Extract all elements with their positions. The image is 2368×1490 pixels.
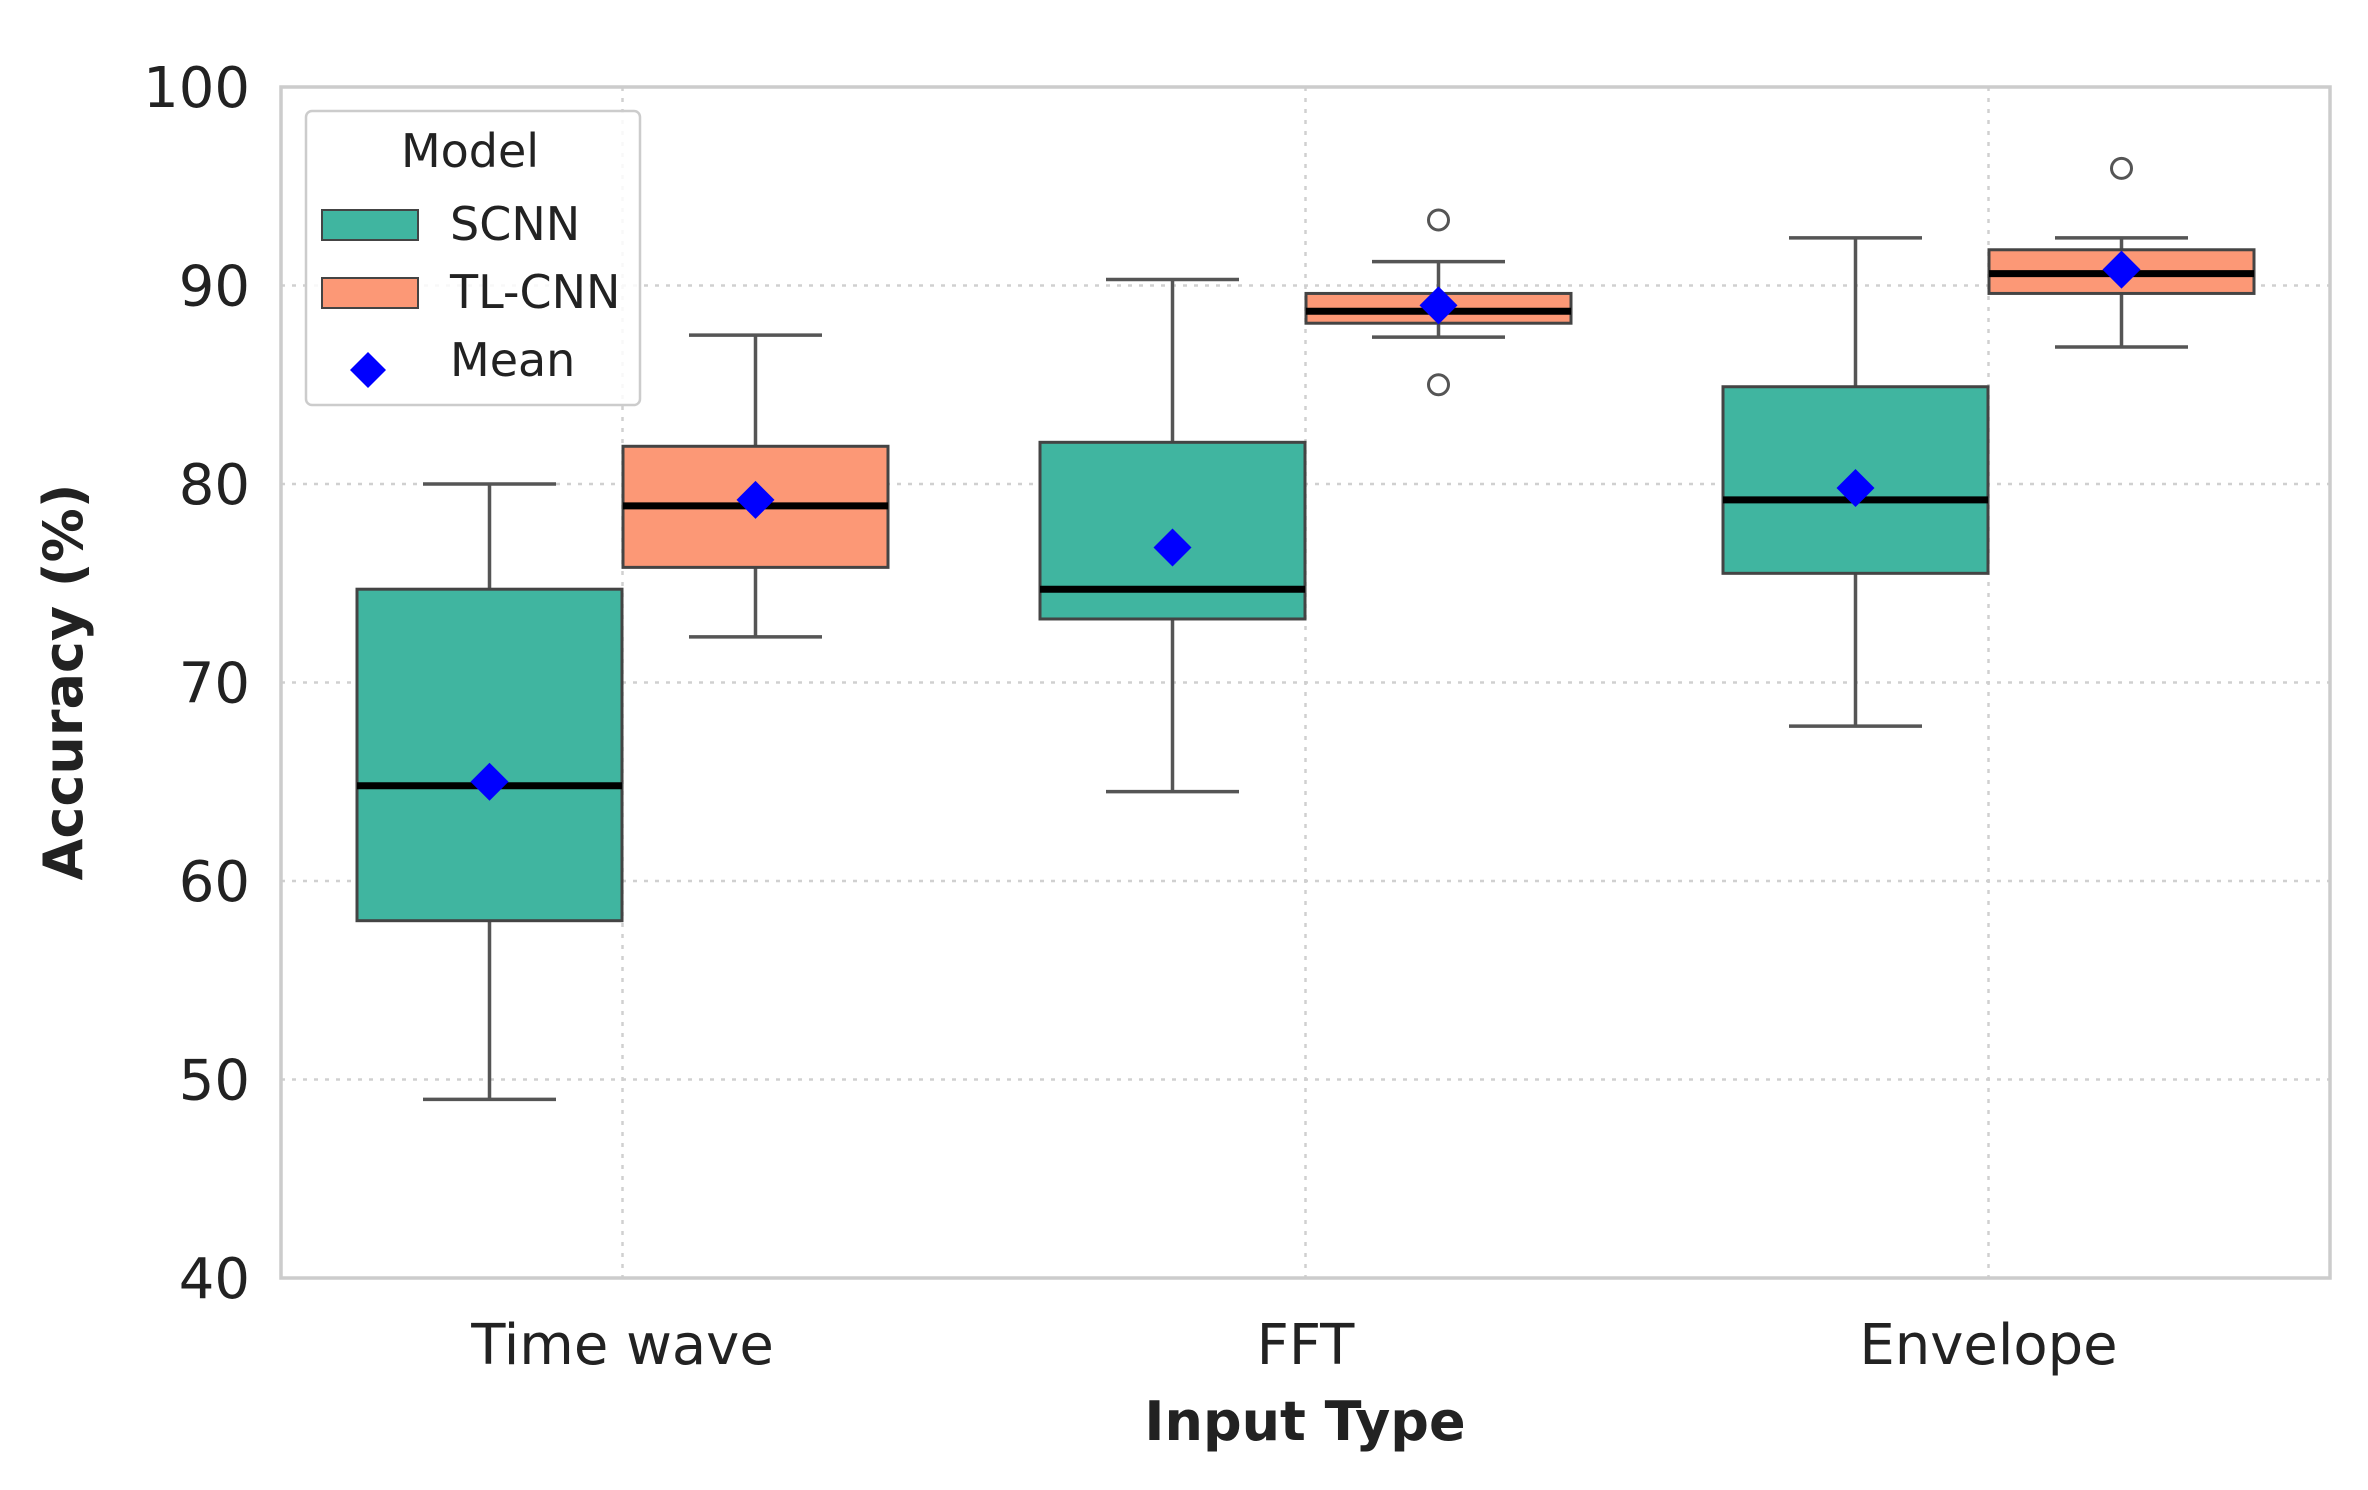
outlier-point	[1427, 373, 1450, 397]
legend-label-scnn: SCNN	[450, 197, 580, 251]
box-tl-cnn-2	[1987, 156, 2256, 349]
x-tick-label: FFT	[1257, 1313, 1355, 1378]
legend-frame	[304, 109, 642, 407]
x-tick-label: Time wave	[470, 1313, 774, 1378]
box-scnn-0	[355, 482, 624, 1102]
x-axis-title: Input Type	[1144, 1390, 1465, 1453]
legend-swatch-scnn	[321, 209, 419, 241]
x-tick-labels: Time wave FFT Envelope	[470, 1313, 2117, 1378]
box-tl-cnn-1	[1304, 208, 1573, 397]
outlier-point	[2110, 156, 2133, 180]
box-scnn-2	[1721, 236, 1990, 728]
mean-marker	[1419, 286, 1458, 325]
legend-label-mean: Mean	[450, 333, 575, 387]
boxes	[355, 156, 2256, 1102]
y-tick-label: 100	[143, 56, 250, 121]
y-tick-label: 70	[179, 652, 250, 717]
y-tick-label: 60	[179, 850, 250, 915]
mean-marker	[2102, 250, 2141, 289]
iqr-box	[355, 587, 624, 923]
legend-mean-marker	[350, 352, 386, 388]
mean-marker	[1836, 468, 1875, 507]
outlier-point	[1427, 208, 1450, 232]
mean-marker	[1153, 528, 1192, 567]
y-tick-label: 80	[179, 453, 250, 518]
mean-marker	[736, 480, 775, 519]
plot-frame	[279, 85, 2332, 1280]
y-axis-title: Accuracy (%)	[32, 484, 95, 881]
legend-label-tl-cnn: TL-CNN	[449, 265, 620, 319]
legend-title: Model	[401, 124, 539, 178]
x-tick-label: Envelope	[1859, 1313, 2117, 1378]
y-tick-labels: 40 50 60 70 80 90 100	[143, 56, 250, 1312]
y-tick-label: 90	[179, 255, 250, 320]
y-tick-label: 40	[179, 1247, 250, 1312]
legend-swatch-tl-cnn	[321, 277, 419, 309]
box-tl-cnn-0	[621, 333, 890, 639]
box-scnn-1	[1038, 277, 1307, 794]
mean-marker	[470, 762, 509, 801]
legend: Model SCNN TL-CNN Mean	[304, 109, 642, 407]
y-tick-label: 50	[179, 1049, 250, 1114]
